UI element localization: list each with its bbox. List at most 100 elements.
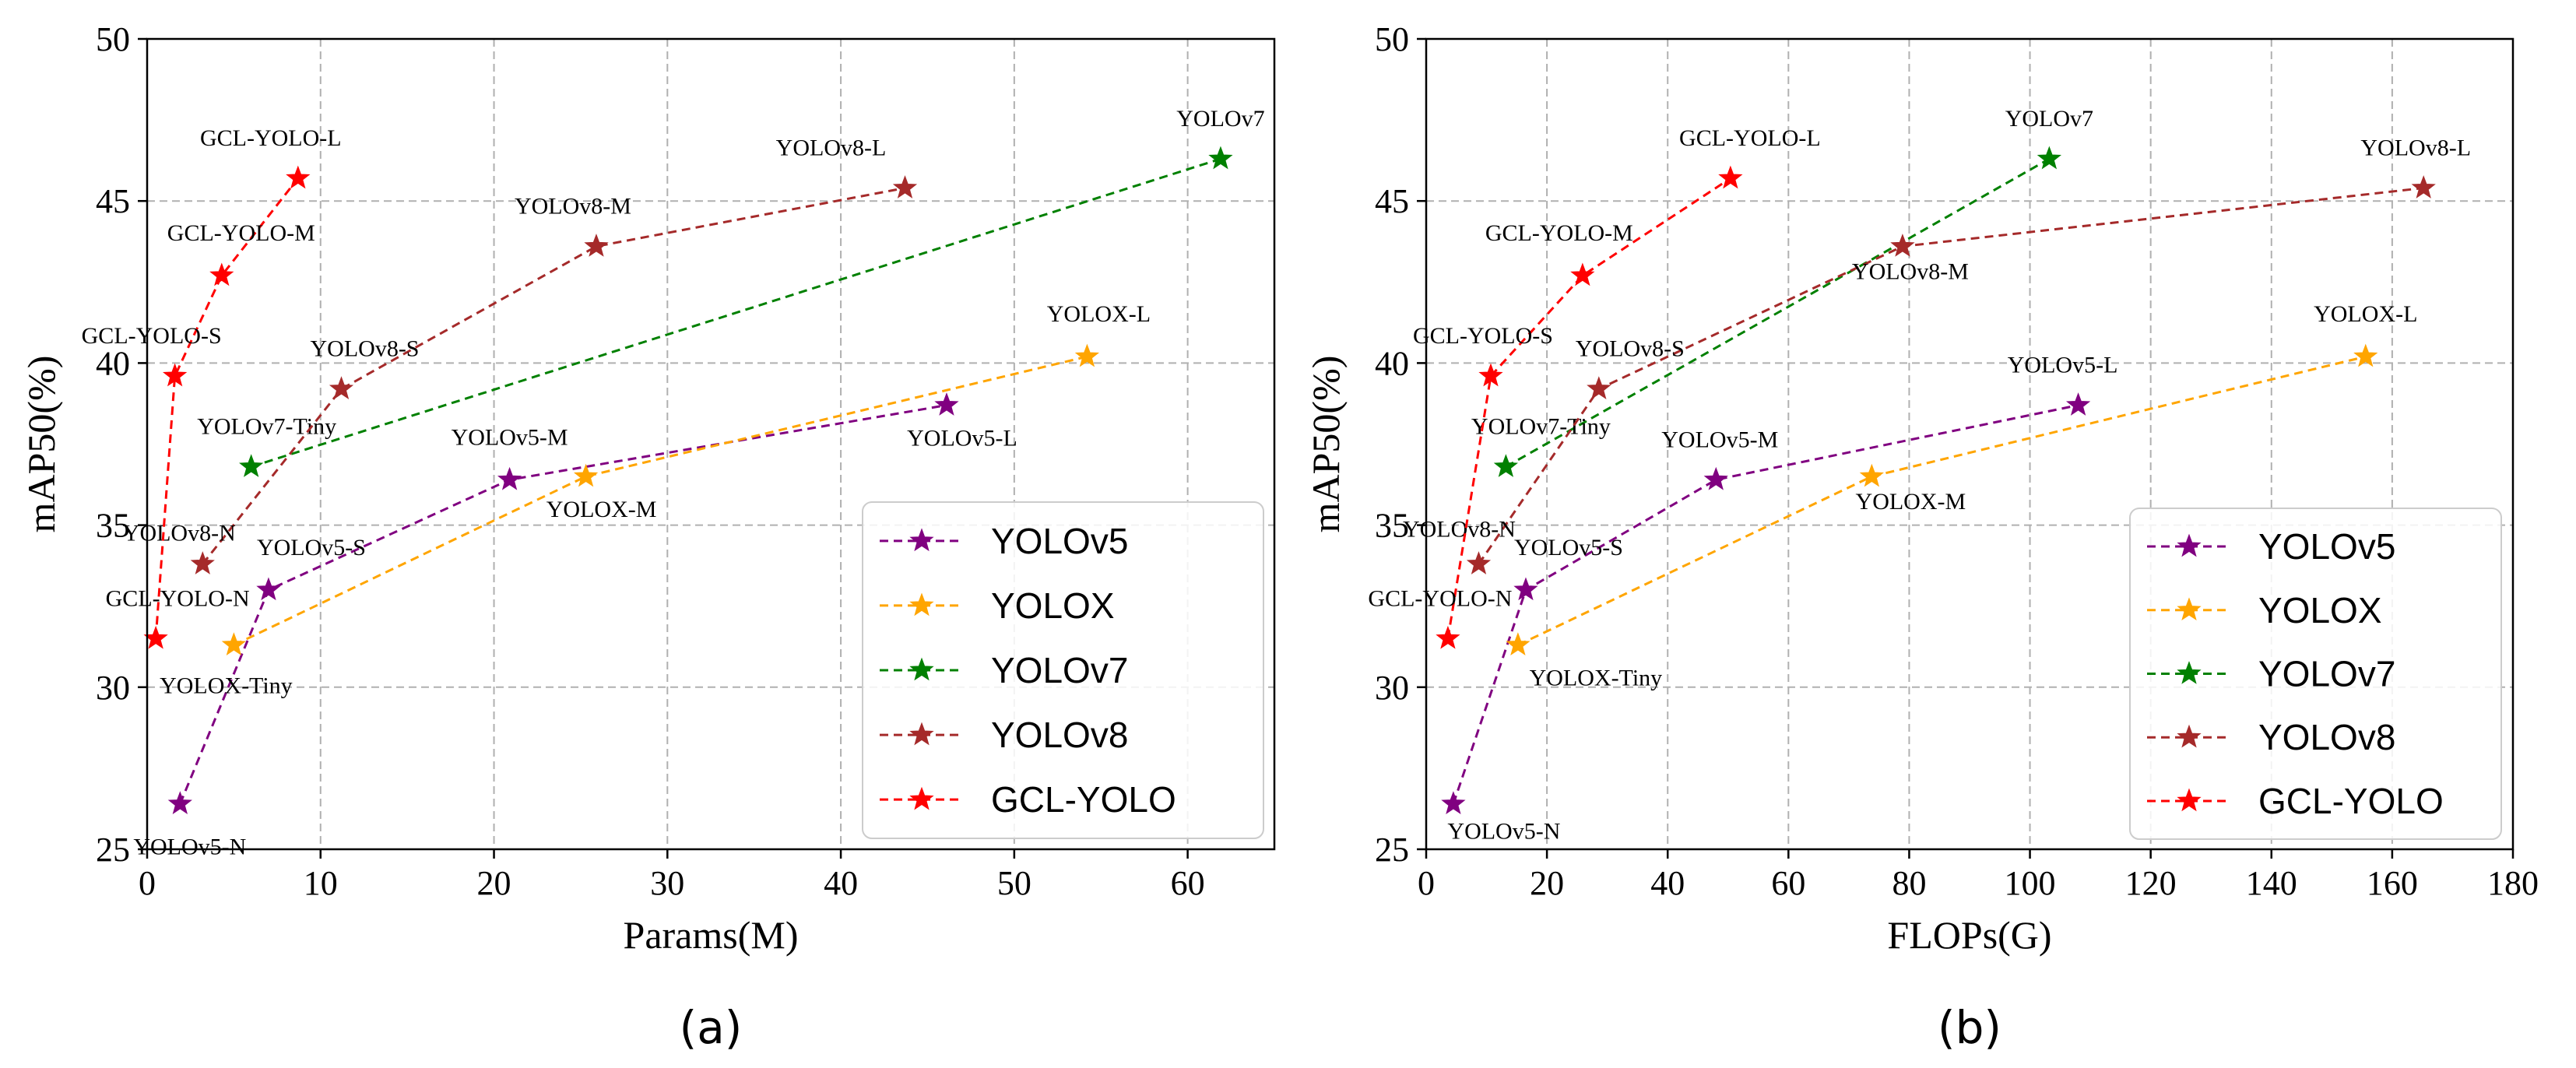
data-point-yolov5-m (1703, 466, 1728, 490)
data-label: YOLOv5-S (1514, 535, 1623, 560)
legend-marker-yolov8 (2177, 724, 2202, 748)
legend-marker-yolox (909, 592, 934, 617)
data-label: YOLOv5-L (2008, 353, 2118, 378)
legend-marker-gcl-yolo (2177, 788, 2202, 812)
panel-caption: (b) (1938, 1001, 2001, 1054)
data-label: YOLOv5-M (452, 424, 568, 450)
data-point-yolox-m (573, 463, 599, 487)
data-label: YOLOX-Tiny (160, 673, 293, 699)
x-tick-label: 100 (2005, 864, 2056, 902)
data-point-gcl-yolo-m (1570, 262, 1595, 286)
legend-marker-yolov5 (2177, 533, 2202, 557)
data-label: YOLOv8-S (1576, 336, 1685, 362)
data-label: YOLOv5-N (133, 834, 246, 860)
data-label: YOLOX-M (1856, 489, 1966, 515)
x-tick-label: 40 (824, 864, 858, 902)
x-tick-label: 0 (1418, 864, 1435, 902)
y-tick-label: 45 (1375, 182, 1409, 220)
legend-label-yolox: YOLOX (2258, 590, 2382, 631)
y-axis-label: mAP50(%) (1304, 356, 1348, 533)
data-point-gcl-yolo-m (209, 262, 234, 286)
legend: YOLOv5 YOLOX YOLOv7 YOLOv8 GCL-YOLO (862, 501, 1264, 839)
legend-marker-gcl-yolo (909, 786, 934, 810)
y-tick-label: 50 (96, 20, 130, 58)
data-label: YOLOX-Tiny (1530, 666, 1663, 691)
y-tick-label: 35 (96, 507, 130, 545)
legend-label-yolov5: YOLOv5 (2258, 526, 2395, 567)
data-label: YOLOv7 (1176, 106, 1264, 132)
legend-label-yolox: YOLOX (991, 585, 1115, 626)
legend-marker-yolov8 (909, 722, 934, 746)
series-line-yolov8 (202, 187, 905, 565)
y-tick-label: 35 (1375, 507, 1409, 545)
data-point-yolov5-s (256, 577, 281, 601)
data-point-yolov8-n (1466, 551, 1492, 574)
data-point-yolov7-tiny (239, 454, 264, 477)
chart-panel-1: 0 10 20 30 40 50 60 25 30 35 40 45 50 YOLOv5-N YOLOv5-… (19, 20, 1276, 1054)
axes-frame (1425, 37, 2514, 851)
y-tick-label: 40 (1375, 344, 1409, 382)
data-label: YOLOv8-N (123, 521, 236, 546)
data-label: YOLOv8-N (1403, 517, 1516, 543)
x-tick-label: 180 (2487, 864, 2539, 902)
data-point-yolov5-n (1441, 791, 1466, 814)
x-tick-label: 60 (1171, 864, 1205, 902)
legend-label-yolov8: YOLOv8 (991, 715, 1128, 755)
legend-marker-yolox (2177, 597, 2202, 621)
series-line-yolov8 (1478, 187, 2424, 565)
data-label: YOLOv7 (2005, 106, 2093, 132)
data-point-yolov5-l (934, 392, 959, 416)
data-point-yolov8-s (1587, 376, 1611, 400)
data-label: YOLOv8-M (1852, 258, 1969, 284)
legend-label-yolov7: YOLOv7 (2258, 654, 2395, 694)
x-tick-label: 80 (1892, 864, 1926, 902)
series-line-gcl-yolo (154, 177, 299, 639)
series-line-yolox (1517, 355, 2367, 647)
data-point-gcl-yolo-n (1436, 625, 1460, 649)
x-tick-label: 10 (304, 864, 338, 902)
legend-label-yolov8: YOLOv8 (2258, 717, 2395, 757)
data-label: GCL-YOLO-M (1485, 220, 1633, 246)
legend-box (2129, 508, 2502, 840)
data-label: YOLOv5-M (1661, 427, 1778, 452)
data-point-yolox-l (2353, 343, 2378, 367)
series-line-yolox (233, 355, 1088, 647)
legend-box (862, 501, 1264, 839)
series-line-yolov7 (1505, 157, 2051, 468)
legend-label-gcl-yolo: GCL-YOLO (991, 779, 1176, 820)
x-tick-label: 60 (1771, 864, 1805, 902)
data-point-yolov8-s (329, 376, 354, 400)
data-label: GCL-YOLO-S (82, 323, 222, 349)
legend-marker-yolov7 (909, 657, 934, 681)
series-line-yolov7 (251, 157, 1221, 469)
data-point-yolov8-l (2411, 175, 2436, 198)
data-point-gcl-yolo-s (163, 363, 188, 387)
legend-label-gcl-yolo: GCL-YOLO (2258, 781, 2444, 821)
chart-panel-2: 0 20 40 60 80 100 120 140 160 180 25 30 35 40 45 50 YOLO… (1304, 20, 2539, 1054)
x-tick-label: 30 (650, 864, 684, 902)
x-tick-label: 40 (1650, 864, 1685, 902)
y-tick-label: 30 (96, 669, 130, 707)
data-point-gcl-yolo-s (1478, 363, 1503, 387)
data-point-yolov7 (1208, 146, 1233, 170)
y-axis-label: mAP50(%) (19, 356, 63, 533)
y-tick-label: 25 (1375, 831, 1409, 869)
y-tick-label: 25 (96, 831, 130, 869)
data-point-yolox-l (1074, 343, 1100, 367)
y-tick-label: 45 (96, 182, 130, 220)
x-tick-label: 20 (477, 864, 511, 902)
x-axis-label: FLOPs(G) (1887, 913, 2051, 957)
data-point-yolov8-l (892, 175, 918, 198)
data-point-gcl-yolo-l (286, 165, 311, 189)
data-label: YOLOv8-S (311, 336, 420, 362)
data-point-yolov8-m (1890, 234, 1915, 257)
data-point-yolox-tiny (1506, 632, 1530, 655)
data-label: YOLOX-L (1047, 301, 1151, 327)
data-point-yolov5-n (167, 791, 192, 814)
data-label: GCL-YOLO-L (200, 125, 342, 151)
data-label: YOLOv5-L (907, 426, 1017, 451)
data-label: YOLOv5-S (257, 535, 366, 560)
x-tick-label: 20 (1530, 864, 1564, 902)
legend-label-yolov7: YOLOv7 (991, 650, 1128, 690)
